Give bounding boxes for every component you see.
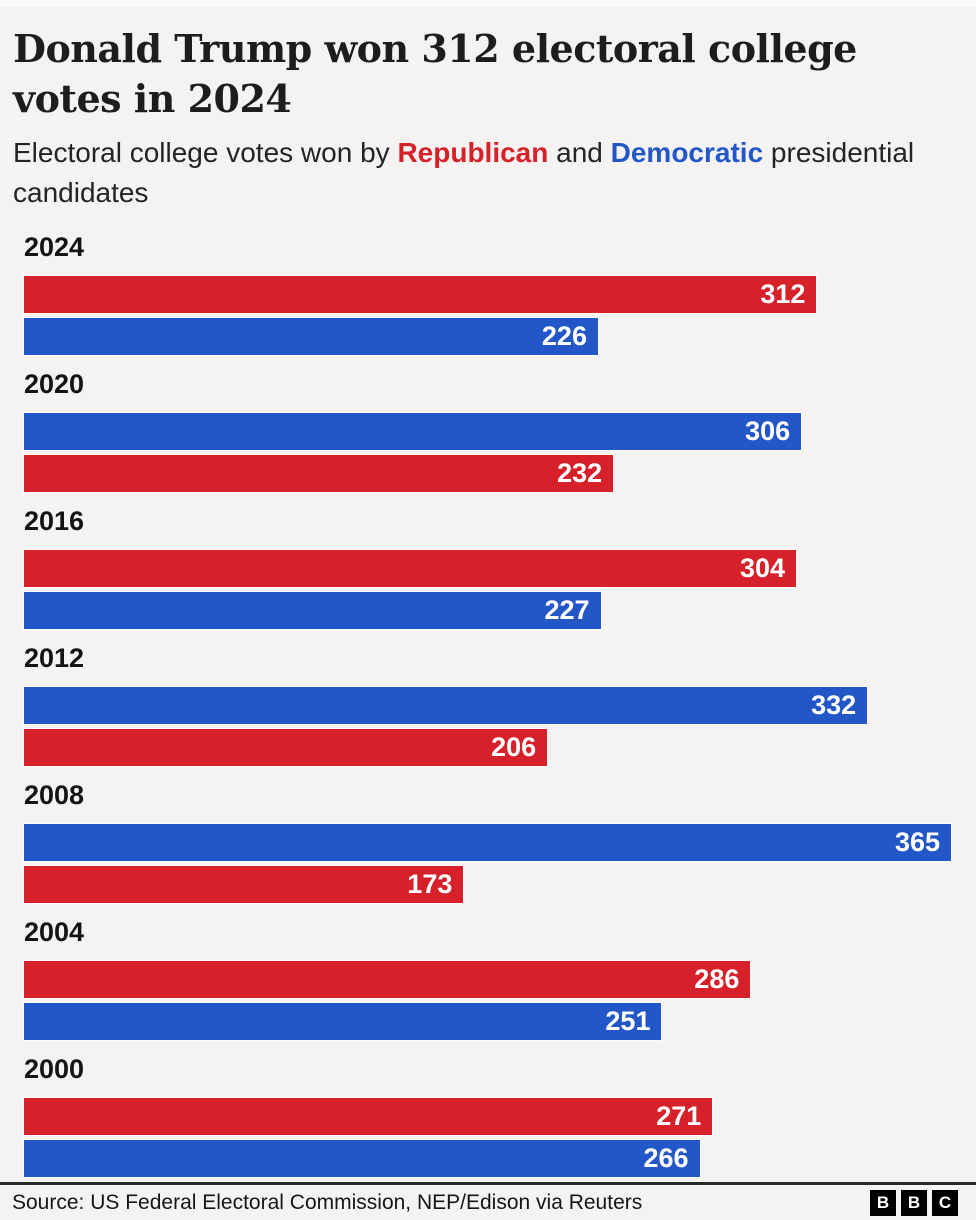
bar-value-label: 232 <box>557 458 603 488</box>
republican-bar: 206 <box>24 729 548 766</box>
page-title: Donald Trump won 312 electoral college v… <box>13 24 952 124</box>
republican-bar: 232 <box>24 455 614 492</box>
bar-value-label: 227 <box>544 595 590 625</box>
bar-row: 232 <box>24 455 951 492</box>
year-group-2016: 2016 304 227 <box>24 506 951 629</box>
year-group-2012: 2012 332 206 <box>24 643 951 766</box>
bar-row: 173 <box>24 866 951 903</box>
bar-value-label: 286 <box>694 964 740 994</box>
year-label: 2016 <box>24 506 85 536</box>
subtitle-text: Electoral college votes won by <box>13 137 398 168</box>
bbc-logo-block-3: C <box>932 1189 958 1216</box>
republican-bar: 271 <box>24 1098 713 1135</box>
democratic-bar: 226 <box>24 318 598 355</box>
year-label: 2024 <box>24 232 85 262</box>
democratic-bar: 365 <box>24 824 951 861</box>
bar-value-label: 365 <box>894 827 940 857</box>
year-group-2008: 2008 365 173 <box>24 780 951 903</box>
bar-value-label: 266 <box>643 1143 689 1173</box>
republican-bar: 304 <box>24 550 797 587</box>
chart-header: Donald Trump won 312 electoral college v… <box>0 0 976 213</box>
bar-row: 312 <box>24 276 951 313</box>
bar-row: 271 <box>24 1098 951 1135</box>
bar-row: 227 <box>24 592 951 629</box>
bar-value-label: 332 <box>811 690 857 720</box>
bar-value-label: 251 <box>605 1006 651 1036</box>
year-group-2020: 2020 306 232 <box>24 369 951 492</box>
republican-bar: 286 <box>24 961 751 998</box>
top-strip <box>0 0 976 7</box>
year-label: 2004 <box>24 917 85 947</box>
subtitle-text: presidential candidates <box>13 137 915 208</box>
subtitle-republican-label: Republican <box>397 137 549 168</box>
bbc-logo-block-2: B <box>901 1189 927 1216</box>
bar-value-label: 304 <box>740 553 786 583</box>
year-label: 2012 <box>24 643 85 673</box>
bar-row: 286 <box>24 961 951 998</box>
bar-value-label: 306 <box>745 416 791 446</box>
bar-row: 226 <box>24 318 951 355</box>
subtitle-text: and <box>548 137 611 168</box>
title-line-2: votes in 2024 <box>13 76 292 121</box>
subtitle-democratic-label: Democratic <box>610 137 764 168</box>
bar-row: 365 <box>24 824 951 861</box>
chart-subtitle: Electoral college votes won by Republica… <box>13 133 952 213</box>
bar-row: 332 <box>24 687 951 724</box>
democratic-bar: 227 <box>24 592 601 629</box>
bar-row: 266 <box>24 1140 951 1177</box>
bar-row: 304 <box>24 550 951 587</box>
year-label: 2020 <box>24 369 85 399</box>
democratic-bar: 251 <box>24 1003 662 1040</box>
bar-row: 306 <box>24 413 951 450</box>
title-line-1: Donald Trump won 312 electoral college <box>13 26 857 71</box>
year-group-2004: 2004 286 251 <box>24 917 951 1040</box>
bar-value-label: 226 <box>541 321 587 351</box>
bar-row: 251 <box>24 1003 951 1040</box>
democratic-bar: 266 <box>24 1140 700 1177</box>
bar-chart: 2024 312 226 2020 306 232 2016 304 227 2012 332 206… <box>24 232 951 1177</box>
chart-footer: Source: US Federal Electoral Commission,… <box>0 1182 976 1220</box>
bbc-logo-block-1: B <box>870 1189 896 1216</box>
year-label: 2008 <box>24 780 85 810</box>
year-group-2000: 2000 271 266 <box>24 1054 951 1177</box>
republican-bar: 312 <box>24 276 817 313</box>
democratic-bar: 332 <box>24 687 868 724</box>
bar-value-label: 271 <box>656 1101 702 1131</box>
bar-value-label: 206 <box>491 732 537 762</box>
bar-row: 206 <box>24 729 951 766</box>
democratic-bar: 306 <box>24 413 802 450</box>
bar-value-label: 173 <box>407 869 453 899</box>
year-label: 2000 <box>24 1054 85 1084</box>
republican-bar: 173 <box>24 866 464 903</box>
year-group-2024: 2024 312 226 <box>24 232 951 355</box>
source-attribution: Source: US Federal Electoral Commission,… <box>12 1190 643 1214</box>
bar-value-label: 312 <box>760 279 806 309</box>
